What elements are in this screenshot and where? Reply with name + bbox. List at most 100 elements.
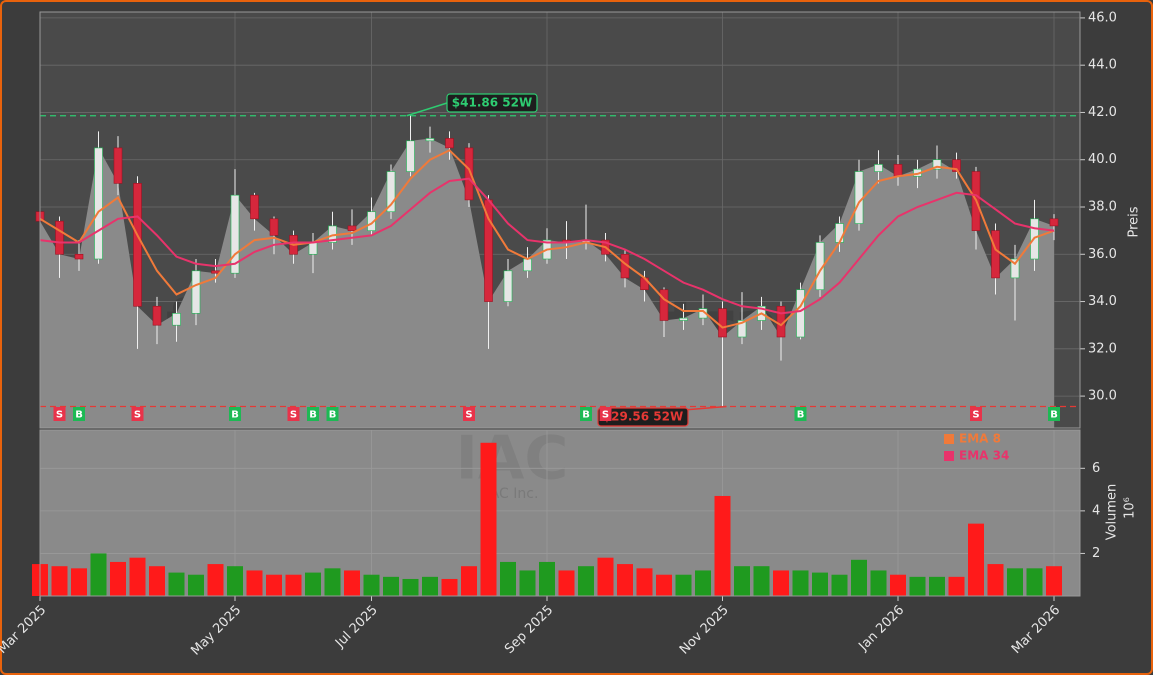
legend-swatch <box>944 451 954 461</box>
candle-body <box>152 305 162 326</box>
candle-body <box>991 230 1000 279</box>
candle-body <box>796 289 805 338</box>
signal-marker <box>307 407 319 421</box>
candle-body <box>425 138 435 142</box>
candle-body <box>737 320 747 338</box>
signal-label: B <box>582 410 590 421</box>
candle-body <box>659 289 669 321</box>
y-tick-label: 4 <box>1092 503 1100 518</box>
candle-body <box>835 223 844 243</box>
candle-body <box>94 147 103 260</box>
volume-bar <box>500 561 516 596</box>
volume-bar <box>539 561 555 596</box>
candle-body <box>172 313 181 326</box>
volume-bar <box>929 576 945 596</box>
x-tick-label: Mar 2025 <box>0 603 49 657</box>
signal-label: S <box>465 410 472 421</box>
volume-bar <box>149 566 165 596</box>
company-watermark: IAC Inc. <box>486 486 539 502</box>
volume-bar <box>812 572 828 596</box>
volume-bar <box>71 568 87 596</box>
ema-line <box>39 149 1055 329</box>
volume-bar <box>597 557 614 596</box>
volume-bar <box>578 566 594 596</box>
volume-bar <box>948 576 965 596</box>
low-52w-box <box>597 407 689 427</box>
candle-body <box>893 164 903 177</box>
volume-bar <box>110 561 126 596</box>
signal-marker <box>53 407 66 421</box>
volume-bar <box>441 578 458 596</box>
legend-label: EMA 8 <box>959 432 1001 446</box>
y-tick-label: 40.0 <box>1088 152 1117 167</box>
legend-swatch <box>944 434 954 444</box>
signal-label: S <box>602 410 609 421</box>
signal-label: B <box>797 410 805 421</box>
volume-bar <box>383 576 399 596</box>
volume-axis-label: Volumen <box>1105 484 1120 541</box>
volume-bar <box>890 574 906 596</box>
volume-bar <box>695 570 711 596</box>
signal-marker <box>794 407 807 421</box>
volume-bar <box>617 564 633 596</box>
y-tick-label: 2 <box>1092 546 1100 561</box>
high-52w-box <box>446 93 538 113</box>
candle-body <box>679 317 688 321</box>
volume-bar <box>402 578 419 596</box>
legend-label: EMA 34 <box>959 449 1009 463</box>
x-tick-label: Nov 2025 <box>677 603 732 658</box>
candle-body <box>718 308 727 338</box>
volume-bar <box>305 572 321 596</box>
low-52w-annotation: $29.56 52W <box>597 405 727 427</box>
volume-bar <box>207 564 224 596</box>
candle-body <box>308 242 318 255</box>
y-tick-label: 6 <box>1092 461 1100 476</box>
candle-body <box>932 159 942 170</box>
volume-bar <box>792 570 809 596</box>
signal-marker <box>1048 407 1060 421</box>
candle-body <box>874 164 883 172</box>
volume-bar <box>1026 568 1043 596</box>
volume-bar <box>480 442 497 596</box>
y-tick-label: 34.0 <box>1088 294 1117 309</box>
candle-body <box>854 171 864 224</box>
ema-line <box>39 177 1055 315</box>
y-tick-label: 36.0 <box>1088 247 1117 262</box>
candle-body <box>191 270 201 314</box>
signal-label: B <box>75 410 83 421</box>
candle-body <box>952 159 961 172</box>
candle-body <box>113 147 123 184</box>
volume-bar <box>227 566 243 596</box>
candle-body <box>484 199 493 302</box>
candle-body <box>74 253 84 260</box>
volume-bar <box>1007 568 1023 596</box>
signal-marker <box>326 407 339 421</box>
signal-marker <box>73 407 85 421</box>
candle-body <box>523 258 532 272</box>
volume-bar <box>188 574 204 596</box>
candle-body <box>503 270 513 302</box>
volume-bar <box>968 523 984 596</box>
y-axis-label: Preis <box>1127 206 1142 237</box>
symbol-watermark: IAC <box>456 424 569 494</box>
candle-body <box>230 194 240 274</box>
y-tick-label: 30.0 <box>1088 389 1117 404</box>
candle-body <box>250 194 259 220</box>
signal-label: S <box>290 410 297 421</box>
volume-bar <box>344 570 360 596</box>
x-tick-label: Sep 2025 <box>502 603 556 657</box>
volume-bar <box>129 557 146 596</box>
signal-marker <box>599 407 612 421</box>
close-area <box>40 138 1054 429</box>
signal-marker <box>131 407 144 421</box>
volume-bar <box>285 574 302 596</box>
volume-bar <box>246 570 263 596</box>
signal-marker <box>970 407 982 421</box>
volume-bar <box>266 574 282 596</box>
volume-bar <box>636 568 653 596</box>
signal-marker <box>287 407 300 421</box>
y-tick-label: 38.0 <box>1088 200 1117 215</box>
high-52w-label: $41.86 52W <box>452 96 532 110</box>
volume-bar <box>656 574 672 596</box>
volume-bar <box>90 553 107 596</box>
